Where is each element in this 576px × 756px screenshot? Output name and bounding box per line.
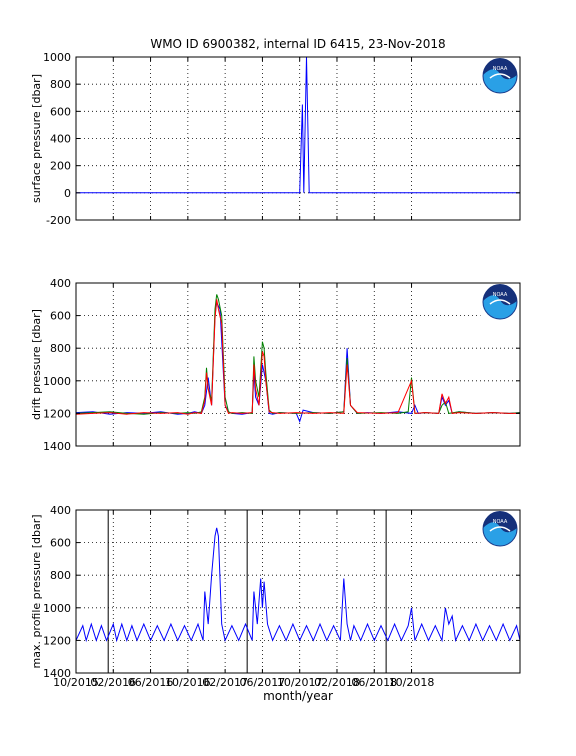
y-axis-label: drift pressure [dbar]	[30, 309, 43, 420]
y-axis-label: max. profile pressure [dbar]	[30, 514, 43, 668]
logo-wave	[489, 299, 511, 305]
x-tick-label: 06/2018	[351, 676, 397, 689]
y-tick-label: 1400	[43, 667, 71, 680]
logo-bird	[483, 511, 517, 533]
plot-area	[76, 57, 520, 220]
y-tick-label: 1000	[43, 602, 71, 615]
y-tick-label: 1200	[43, 407, 71, 420]
logo-text: NOAA	[493, 292, 508, 298]
plot-area	[76, 283, 520, 446]
y-tick-label: 800	[50, 569, 71, 582]
y-tick-label: 600	[50, 537, 71, 550]
noaa-logo: NOAA	[480, 510, 520, 548]
x-tick-label: 02/2018	[314, 676, 360, 689]
y-tick-label: 800	[50, 78, 71, 91]
x-tick-label: 10/2018	[389, 676, 435, 689]
y-tick-label: 200	[50, 160, 71, 173]
y-tick-label: 400	[50, 133, 71, 146]
y-tick-label: 1400	[43, 440, 71, 453]
x-axis-label: month/year	[263, 689, 333, 703]
x-tick-label: 10/2015	[53, 676, 99, 689]
y-tick-label: 1200	[43, 634, 71, 647]
series-line-3	[75, 299, 520, 415]
x-tick-label: 06/2017	[240, 676, 286, 689]
y-tick-label: 800	[50, 342, 71, 355]
series-line-1	[75, 527, 521, 643]
y-tick-label: 400	[50, 277, 71, 290]
logo-bird	[483, 284, 517, 306]
plot-frame	[75, 282, 521, 447]
noaa-logo: NOAA	[480, 57, 520, 95]
panel-2: 400 600 800 1000 1200 1400 drift pressure [dba…	[30, 277, 521, 453]
figure-title: WMO ID 6900382, internal ID 6415, 23-Nov…	[150, 37, 445, 51]
x-tick-label: 02/2016	[90, 676, 136, 689]
plot-area	[76, 510, 520, 673]
logo-text: NOAA	[493, 519, 508, 525]
x-tick-label: 10/2016	[165, 676, 211, 689]
plot-frame	[75, 509, 521, 674]
y-tick-label: 1000	[43, 51, 71, 64]
logo-bird	[483, 58, 517, 80]
x-tick-label: 02/2017	[202, 676, 248, 689]
y-tick-label: 400	[50, 504, 71, 517]
x-tick-label: 10/2017	[277, 676, 323, 689]
y-tick-label: -200	[46, 214, 71, 227]
y-tick-label: 1000	[43, 375, 71, 388]
y-axis-label: surface pressure [dbar]	[30, 74, 43, 203]
logo-text: NOAA	[493, 66, 508, 72]
noaa-logo: NOAA	[480, 283, 520, 321]
x-tick-label: 06/2016	[128, 676, 174, 689]
y-tick-label: 0	[64, 187, 71, 200]
logo-wave	[489, 73, 511, 79]
y-tick-label: 600	[50, 105, 71, 118]
y-tick-label: 600	[50, 310, 71, 323]
logo-wave	[489, 526, 511, 532]
